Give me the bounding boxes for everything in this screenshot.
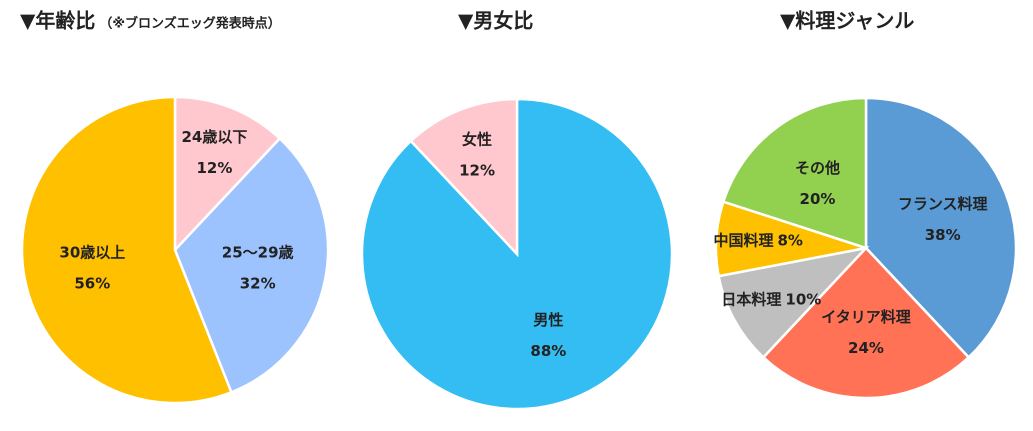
chart-title: ▼男女比 — [458, 9, 533, 33]
value-label: 32% — [240, 274, 276, 292]
pie-slice — [409, 97, 519, 258]
value-label: 24% — [848, 339, 884, 357]
value-label: 88% — [530, 342, 566, 360]
value-label: 12% — [196, 159, 232, 177]
slice-label: 女性 — [462, 131, 492, 149]
slice-label: その他 — [795, 159, 840, 177]
slice-label: イタリア料理 — [821, 308, 910, 326]
pie-slice — [864, 96, 1018, 360]
slice-label: 25〜29歳 — [222, 243, 294, 261]
chart-title: ▼料理ジャンル — [780, 9, 914, 33]
value-label: 8% — [777, 232, 802, 250]
value-label: 12% — [459, 162, 495, 180]
slice-label: フランス料理 — [898, 195, 988, 213]
value-label: 38% — [925, 226, 961, 244]
slice-label: 30歳以上 — [59, 243, 125, 261]
slice-label: 24歳以下 — [181, 128, 247, 146]
pie-slice — [721, 96, 868, 250]
pie-slice — [20, 95, 233, 405]
chart-subtitle: （※ブロンズエッグ発表時点） — [99, 16, 280, 32]
pie-slice — [761, 246, 971, 400]
value-label: 20% — [800, 190, 836, 208]
slice-label: 日本料理 — [721, 291, 781, 309]
value-label: 10% — [785, 291, 821, 309]
slice-label: 男性 — [533, 311, 563, 329]
chart-title: ▼年齢比 — [20, 9, 95, 33]
pie-slice — [717, 246, 870, 360]
slice-label: 中国料理 — [713, 232, 773, 250]
pie-slice — [173, 136, 330, 394]
pie-slice — [173, 95, 282, 254]
value-label: 56% — [74, 274, 110, 292]
